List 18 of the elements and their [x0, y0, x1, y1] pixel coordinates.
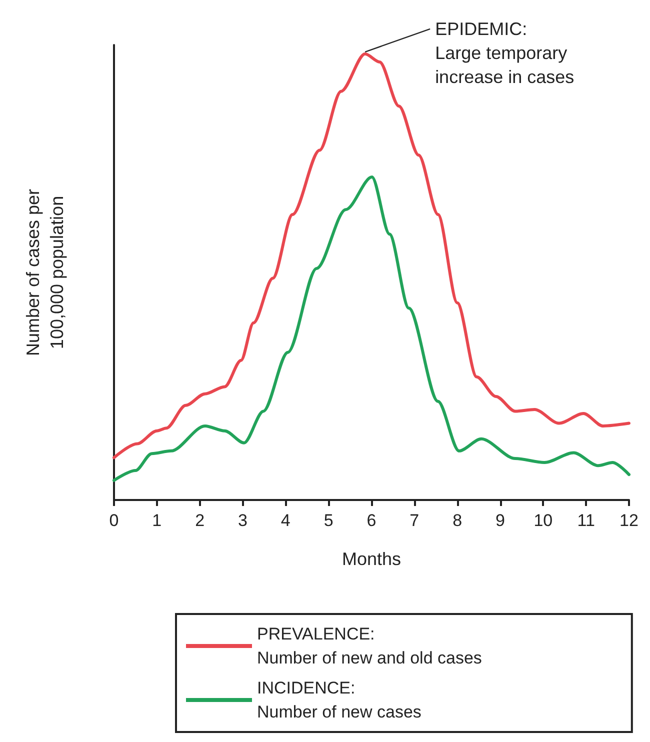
x-tick-label: 4 [280, 511, 290, 530]
annotation: EPIDEMIC: Large temporary increase in cases [435, 18, 574, 87]
legend-label: INCIDENCE: Number of new cases [257, 678, 422, 722]
x-tick-label: 9 [496, 511, 505, 530]
x-tick-label: 6 [366, 511, 376, 530]
x-tick-label: 2 [195, 511, 205, 530]
x-tick-label: 10 [534, 511, 553, 530]
y-axis-title: Number of cases per 100,000 population [23, 188, 67, 356]
x-tick-label: 0 [109, 511, 119, 530]
x-tick-label: 3 [238, 511, 248, 530]
x-tick-label: 8 [452, 511, 462, 530]
x-tick-label: 1 [152, 511, 162, 530]
legend-label: PREVALENCE: Number of new and old cases [257, 624, 482, 668]
x-tick-label: 11 [577, 511, 595, 530]
x-tick-label: 5 [324, 511, 334, 530]
x-axis-title: Months [342, 549, 402, 569]
x-tick-label: 12 [620, 511, 638, 530]
x-tick-label: 7 [410, 511, 420, 530]
